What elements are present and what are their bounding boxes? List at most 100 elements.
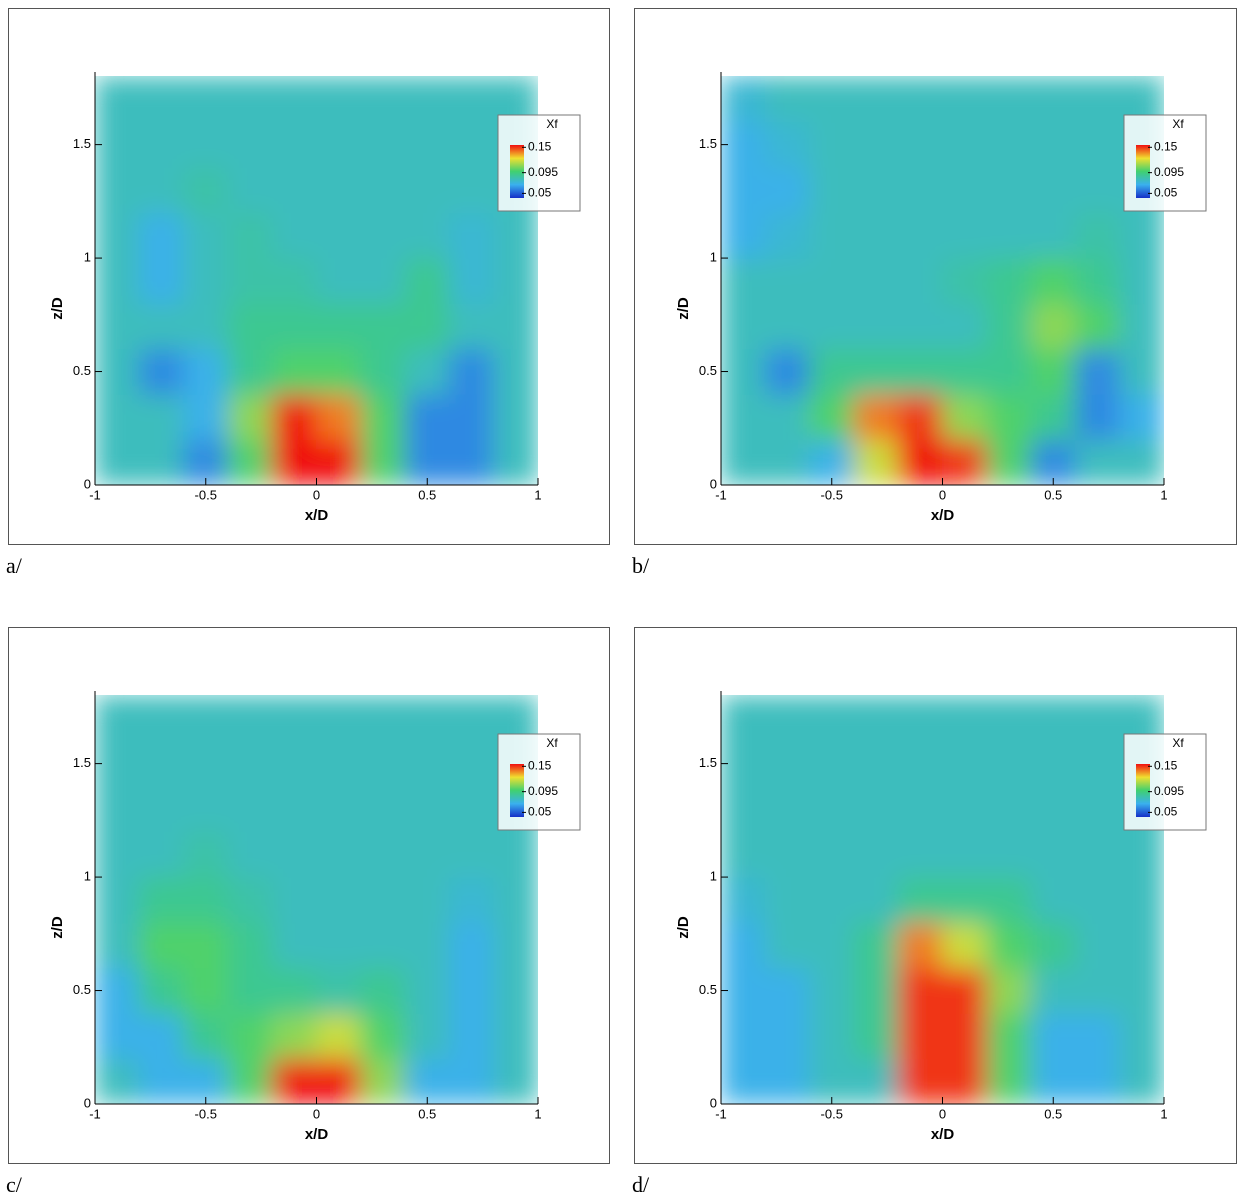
cell [721,831,766,878]
cell [316,76,362,123]
cell [138,1058,185,1104]
cell [95,921,140,969]
cell [138,831,185,878]
cell [227,302,273,350]
cell [721,76,766,123]
cell [853,212,899,259]
cell [897,121,943,168]
cell [183,257,229,304]
cell [95,831,140,878]
cell [986,695,1032,742]
cell [809,439,855,485]
cell [404,831,450,878]
colorbar [510,764,524,817]
cell [404,348,450,395]
x-tick-label: 0 [939,487,946,502]
cell [897,695,943,742]
cell [183,695,229,742]
cell [764,302,811,350]
cell [1074,166,1121,214]
cell [1074,740,1121,787]
cell [183,393,229,441]
cell [721,348,766,395]
cell [764,121,811,168]
x-tick-label: 1 [534,1106,541,1121]
cell [271,967,317,1014]
cell [138,76,185,123]
cell [493,876,538,923]
cell [721,121,766,168]
cell [183,785,229,833]
cell [95,76,140,123]
cell [448,695,495,742]
cell [942,212,988,259]
cell [897,1012,943,1060]
cell [316,785,362,833]
cell [897,831,943,878]
x-tick-label: -0.5 [821,487,843,502]
cell [942,921,988,969]
cell [271,393,317,441]
cell [1074,921,1121,969]
cell [1119,1012,1164,1060]
cell [271,876,317,923]
cell [1074,439,1121,485]
cell [1030,212,1076,259]
cell [721,740,766,787]
cell [1119,302,1164,350]
cell [897,740,943,787]
cell [942,348,988,395]
cell [986,876,1032,923]
cell [493,348,538,395]
cell [360,76,406,123]
cell [853,921,899,969]
cell [986,785,1032,833]
colorbar-label: 0.15 [1154,758,1178,772]
cell [316,257,362,304]
cell [316,695,362,742]
x-tick-label: 0.5 [418,487,436,502]
cell [404,257,450,304]
cell [360,1012,406,1060]
cell [809,121,855,168]
cell [183,166,229,214]
cell [138,695,185,742]
x-tick-label: 0.5 [1044,487,1062,502]
panel-caption: c/ [6,1172,23,1197]
cell [271,76,317,123]
cell [95,695,140,742]
cell [138,740,185,787]
cell [360,257,406,304]
cell [764,831,811,878]
cell [404,967,450,1014]
cell [897,302,943,350]
cell [271,1058,317,1104]
y-tick-label: 1.5 [73,136,91,151]
cell [271,740,317,787]
cell [809,166,855,214]
cell [183,302,229,350]
x-tick-label: -1 [89,487,101,502]
panel: -1 -0.5 0 0.5 1 0 0.5 1 1.5 x/D z/D Xf 0.05 0.095 0.15 [8,627,610,1164]
cell [138,166,185,214]
cell [897,785,943,833]
cell [853,785,899,833]
cell [138,393,185,441]
cell [404,121,450,168]
cell [404,695,450,742]
cell [271,257,317,304]
y-tick-label: 1 [84,869,91,884]
cell [897,876,943,923]
cell [448,121,495,168]
cell [942,257,988,304]
cell [942,393,988,441]
cell [942,785,988,833]
x-tick-label: 0 [313,487,320,502]
cell [493,439,538,485]
x-tick-label: -0.5 [195,1106,217,1121]
cell [986,121,1032,168]
cell [95,348,140,395]
y-tick-label: 0.5 [699,982,717,997]
y-tick-label: 1 [84,250,91,265]
cell [448,166,495,214]
